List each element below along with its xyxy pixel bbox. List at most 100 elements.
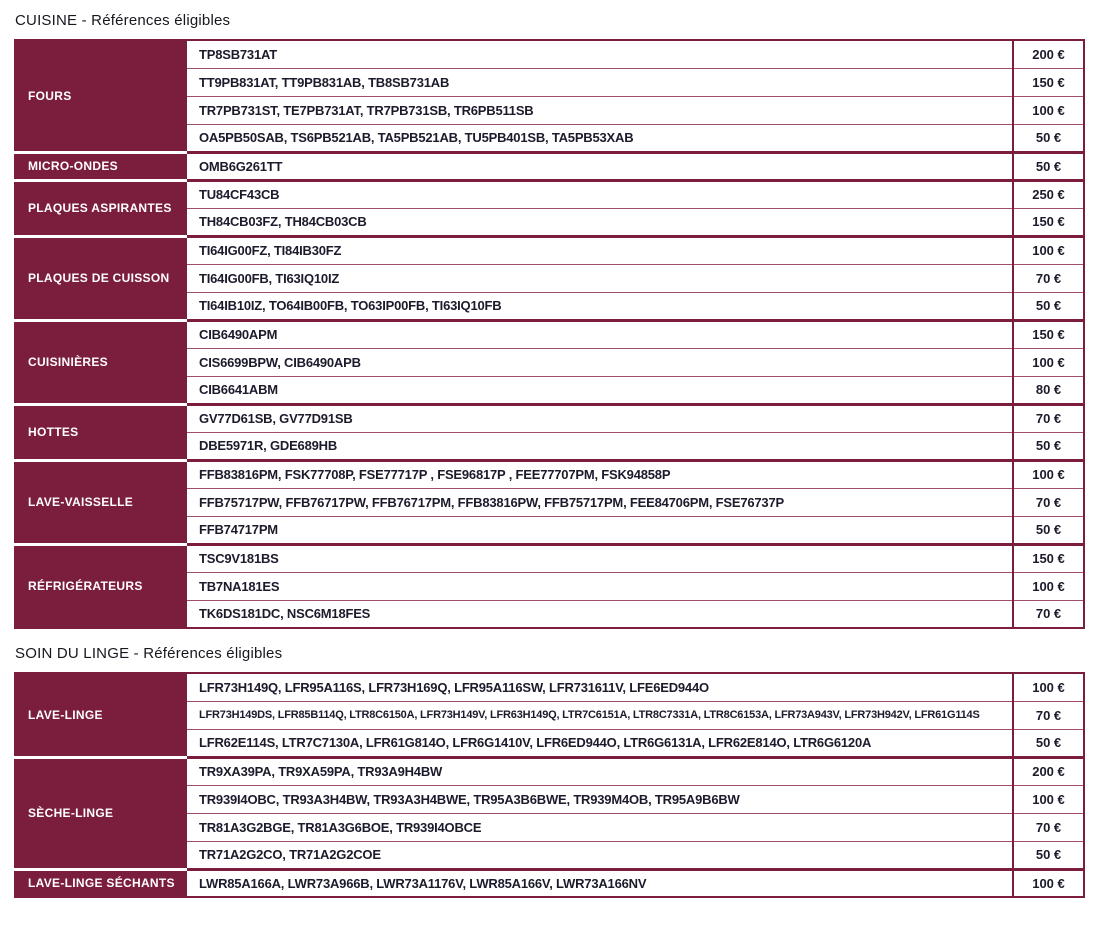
- category-cell: PLAQUES ASPIRANTES: [15, 178, 187, 236]
- references-cell: LFR73H149Q, LFR95A116S, LFR73H169Q, LFR9…: [185, 673, 1013, 701]
- references-cell: TR81A3G2BGE, TR81A3G6BOE, TR939I4OBCE: [185, 812, 1013, 841]
- references-cell: FFB75717PW, FFB76717PW, FFB76717PM, FFB8…: [185, 487, 1013, 516]
- table-row: HOTTES GV77D61SB, GV77D91SB 70 €: [15, 402, 1084, 460]
- price-cell: 100 €: [1012, 784, 1084, 813]
- table-row: TB7NA181ES 100 €: [15, 571, 1084, 600]
- price-cell: 100 €: [1012, 867, 1084, 897]
- table-row: PLAQUES ASPIRANTES TU84CF43CB 250 €: [15, 178, 1084, 236]
- category-cell: CUISINIÈRES: [15, 318, 187, 404]
- table-row: LAVE-LINGE SÉCHANTS LWR85A166A, LWR73A966…: [15, 867, 1084, 897]
- price-cell: 150 €: [1012, 67, 1084, 96]
- references-cell: LWR85A166A, LWR73A966B, LWR73A1176V, LWR…: [185, 867, 1013, 897]
- table-row: TI64IG00FB, TI63IQ10IZ 70 €: [15, 263, 1084, 292]
- section-title: SOIN DU LINGE - Références éligibles: [15, 645, 283, 662]
- table-row: FOURS TP8SB731AT 200 €: [15, 40, 1084, 152]
- table-row: RÉFRIGÉRATEURS TSC9V181BS 150 €: [15, 542, 1084, 628]
- references-cell: TB7NA181ES: [185, 571, 1013, 600]
- table-row: TK6DS181DC, NSC6M18FES 70 €: [15, 599, 1084, 628]
- references-cell: TR939I4OBC, TR93A3H4BW, TR93A3H4BWE, TR9…: [185, 784, 1013, 813]
- references-cell: TR9XA39PA, TR9XA59PA, TR93A9H4BW: [185, 755, 1013, 785]
- references-cell: TI64IG00FZ, TI84IB30FZ: [185, 234, 1013, 264]
- references-cell: CIB6641ABM: [185, 375, 1013, 404]
- references-cell: FFB74717PM: [185, 515, 1013, 544]
- price-cell: 70 €: [1012, 402, 1084, 432]
- category-cell: LAVE-LINGE: [15, 673, 187, 757]
- price-cell: 200 €: [1012, 40, 1084, 68]
- table-row: CIS6699BPW, CIB6490APB 100 €: [15, 347, 1084, 376]
- table-row: CUISINIÈRES CIB6490APM 150 €: [15, 318, 1084, 404]
- table-row: TH84CB03FZ, TH84CB03CB 150 €: [15, 207, 1084, 236]
- price-cell: 70 €: [1012, 812, 1084, 841]
- references-cell: TP8SB731AT: [185, 40, 1013, 68]
- references-cell: TK6DS181DC, NSC6M18FES: [185, 599, 1013, 628]
- table-row: LFR73H149DS, LFR85B114Q, LTR8C6150A, LFR…: [15, 700, 1084, 729]
- table-row: LAVE-VAISSELLE FFB83816PM, FSK77708P, FSE…: [15, 458, 1084, 544]
- table-row: TR81A3G2BGE, TR81A3G6BOE, TR939I4OBCE 70 …: [15, 812, 1084, 841]
- section-soin-du-linge: SOIN DU LINGE - Références éligibles LAV…: [14, 645, 1091, 898]
- price-cell: 100 €: [1012, 673, 1084, 701]
- section-title: CUISINE - Références éligibles: [15, 12, 231, 29]
- category-cell: PLAQUES DE CUISSON: [15, 234, 187, 320]
- references-cell: LFR62E114S, LTR7C7130A, LFR61G814O, LFR6…: [185, 728, 1013, 757]
- rebate-table: FOURS TP8SB731AT 200 € TT9PB831AT, TT9PB831…: [14, 39, 1085, 629]
- references-cell: TI64IG00FB, TI63IQ10IZ: [185, 263, 1013, 292]
- price-cell: 200 €: [1012, 755, 1084, 785]
- references-cell: TU84CF43CB: [185, 178, 1013, 208]
- category-cell: HOTTES: [15, 402, 187, 460]
- table-row: TR939I4OBC, TR93A3H4BW, TR93A3H4BWE, TR9…: [15, 784, 1084, 813]
- references-cell: TSC9V181BS: [185, 542, 1013, 572]
- price-cell: 70 €: [1012, 599, 1084, 628]
- price-cell: 100 €: [1012, 458, 1084, 488]
- references-cell: OMB6G261TT: [185, 150, 1013, 180]
- price-cell: 80 €: [1012, 375, 1084, 404]
- references-cell: FFB83816PM, FSK77708P, FSE77717P , FSE96…: [185, 458, 1013, 488]
- references-cell: CIB6490APM: [185, 318, 1013, 348]
- references-cell: TH84CB03FZ, TH84CB03CB: [185, 207, 1013, 236]
- table-row: LAVE-LINGE LFR73H149Q, LFR95A116S, LFR73H…: [15, 673, 1084, 757]
- category-cell: LAVE-LINGE SÉCHANTS: [15, 867, 187, 897]
- category-cell: LAVE-VAISSELLE: [15, 458, 187, 544]
- price-cell: 100 €: [1012, 347, 1084, 376]
- references-cell: TR7PB731ST, TE7PB731AT, TR7PB731SB, TR6P…: [185, 95, 1013, 124]
- references-cell: DBE5971R, GDE689HB: [185, 431, 1013, 460]
- price-cell: 50 €: [1012, 123, 1084, 152]
- references-cell: TI64IB10IZ, TO64IB00FB, TO63IP00FB, TI63…: [185, 291, 1013, 320]
- table-row: LFR62E114S, LTR7C7130A, LFR61G814O, LFR6…: [15, 728, 1084, 757]
- price-cell: 50 €: [1012, 150, 1084, 180]
- references-cell: LFR73H149DS, LFR85B114Q, LTR8C6150A, LFR…: [185, 700, 1013, 729]
- table-row: TI64IB10IZ, TO64IB00FB, TO63IP00FB, TI63…: [15, 291, 1084, 320]
- table-row: FFB75717PW, FFB76717PW, FFB76717PM, FFB8…: [15, 487, 1084, 516]
- references-cell: OA5PB50SAB, TS6PB521AB, TA5PB521AB, TU5P…: [185, 123, 1013, 152]
- price-cell: 150 €: [1012, 207, 1084, 236]
- references-cell: TT9PB831AT, TT9PB831AB, TB8SB731AB: [185, 67, 1013, 96]
- price-cell: 70 €: [1012, 263, 1084, 292]
- price-cell: 100 €: [1012, 571, 1084, 600]
- category-cell: FOURS: [15, 40, 187, 152]
- category-cell: SÈCHE-LINGE: [15, 755, 187, 869]
- references-cell: GV77D61SB, GV77D91SB: [185, 402, 1013, 432]
- references-cell: TR71A2G2CO, TR71A2G2COE: [185, 840, 1013, 869]
- table-row: MICRO-ONDES OMB6G261TT 50 €: [15, 150, 1084, 180]
- section-cuisine: CUISINE - Références éligibles FOURS TP8S…: [14, 12, 1091, 629]
- price-cell: 50 €: [1012, 431, 1084, 460]
- table-row: SÈCHE-LINGE TR9XA39PA, TR9XA59PA, TR93A9H…: [15, 755, 1084, 869]
- price-cell: 100 €: [1012, 95, 1084, 124]
- price-cell: 250 €: [1012, 178, 1084, 208]
- price-cell: 50 €: [1012, 515, 1084, 544]
- table-row: OA5PB50SAB, TS6PB521AB, TA5PB521AB, TU5P…: [15, 123, 1084, 152]
- table-row: TT9PB831AT, TT9PB831AB, TB8SB731AB 150 €: [15, 67, 1084, 96]
- price-cell: 70 €: [1012, 700, 1084, 729]
- rebate-table: LAVE-LINGE LFR73H149Q, LFR95A116S, LFR73H…: [14, 672, 1085, 898]
- price-cell: 100 €: [1012, 234, 1084, 264]
- table-row: TR7PB731ST, TE7PB731AT, TR7PB731SB, TR6P…: [15, 95, 1084, 124]
- price-cell: 50 €: [1012, 291, 1084, 320]
- table-row: TR71A2G2CO, TR71A2G2COE 50 €: [15, 840, 1084, 869]
- category-cell: MICRO-ONDES: [15, 150, 187, 180]
- price-cell: 150 €: [1012, 318, 1084, 348]
- price-cell: 150 €: [1012, 542, 1084, 572]
- table-row: PLAQUES DE CUISSON TI64IG00FZ, TI84IB30FZ…: [15, 234, 1084, 320]
- price-cell: 70 €: [1012, 487, 1084, 516]
- references-cell: CIS6699BPW, CIB6490APB: [185, 347, 1013, 376]
